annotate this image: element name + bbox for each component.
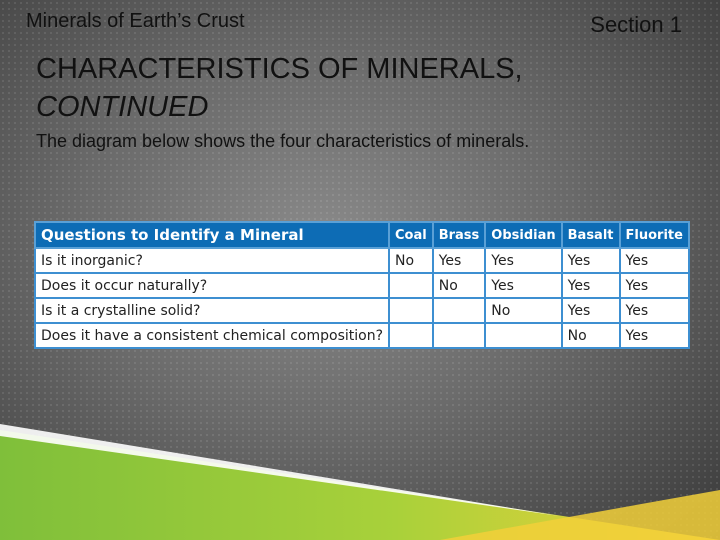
question-cell: Is it inorganic? — [33, 247, 391, 274]
header-topic: Minerals of Earth’s Crust — [26, 10, 245, 32]
table-row: Is it a crystalline solid? No Yes Yes — [33, 297, 690, 324]
answer-cell: Yes — [618, 247, 690, 274]
slide-title: CHARACTERISTICS OF MINERALS, CONTINUED — [36, 50, 523, 126]
slide-title-line1: CHARACTERISTICS OF MINERALS, — [36, 53, 523, 85]
question-cell: Is it a crystalline solid? — [33, 297, 391, 324]
question-cell: Does it have a consistent chemical compo… — [33, 322, 391, 349]
header-fluorite: Fluorite — [618, 221, 690, 249]
answer-cell: No — [431, 272, 487, 299]
table-header-row: Questions to Identify a Mineral Coal Bra… — [33, 221, 690, 249]
slide-title-line2: CONTINUED — [36, 91, 209, 123]
answer-cell — [388, 322, 434, 349]
header-brass: Brass — [431, 221, 487, 249]
header-coal: Coal — [388, 221, 434, 249]
slide-subtitle: The diagram below shows the four charact… — [36, 131, 530, 151]
answer-cell — [431, 322, 487, 349]
decorative-green-band — [0, 424, 720, 540]
header-section: Section 1 — [590, 12, 682, 37]
answer-cell: Yes — [618, 322, 690, 349]
answer-cell: No — [388, 247, 434, 274]
answer-cell: Yes — [560, 297, 621, 324]
answer-cell — [431, 297, 487, 324]
header-basalt: Basalt — [560, 221, 621, 249]
minerals-table: Questions to Identify a Mineral Coal Bra… — [33, 221, 690, 349]
answer-cell: Yes — [618, 272, 690, 299]
header-obsidian: Obsidian — [484, 221, 563, 249]
answer-cell: Yes — [560, 247, 621, 274]
question-cell: Does it occur naturally? — [33, 272, 391, 299]
answer-cell: Yes — [618, 297, 690, 324]
table-row: Does it occur naturally? No Yes Yes Yes — [33, 272, 690, 299]
table-row: Is it inorganic? No Yes Yes Yes Yes — [33, 247, 690, 274]
answer-cell: Yes — [431, 247, 487, 274]
answer-cell — [388, 297, 434, 324]
answer-cell: Yes — [484, 247, 563, 274]
header-questions: Questions to Identify a Mineral — [33, 221, 391, 249]
answer-cell: No — [484, 297, 563, 324]
answer-cell — [388, 272, 434, 299]
answer-cell — [484, 322, 563, 349]
answer-cell: Yes — [560, 272, 621, 299]
table-row: Does it have a consistent chemical compo… — [33, 322, 690, 349]
answer-cell: No — [560, 322, 621, 349]
answer-cell: Yes — [484, 272, 563, 299]
